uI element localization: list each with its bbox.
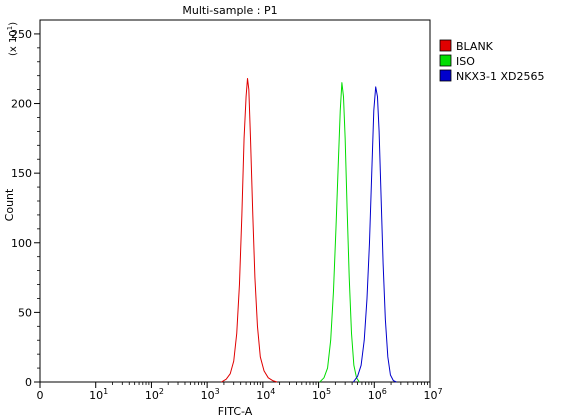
legend-swatch: [439, 69, 452, 82]
y-tick-label: 250: [11, 28, 32, 41]
svg-text:(x 101): (x 101): [6, 22, 19, 56]
y-multiplier-suffix: ): [8, 22, 19, 26]
legend-label: ISO: [456, 55, 475, 68]
y-tick-label: 50: [18, 306, 32, 319]
x-tick-label: 0: [37, 389, 44, 402]
plot-frame: [39, 19, 431, 383]
x-tick-label: 104: [256, 387, 275, 402]
series-line-blank: [221, 77, 278, 383]
x-tick-label: 102: [145, 387, 164, 402]
legend-label: BLANK: [456, 40, 494, 53]
y-multiplier-exponent: 1: [6, 26, 14, 30]
chart-title: Multi-sample : P1: [182, 4, 277, 17]
x-tick-label: 105: [312, 387, 331, 402]
legend: BLANK ISO NKX3-1 XD2565: [439, 39, 544, 83]
x-axis-label: FITC-A: [218, 405, 253, 418]
legend-swatch: [439, 39, 452, 52]
x-tick-label: 101: [89, 387, 108, 402]
series-line-iso: [319, 82, 360, 383]
series-line-nkx3-1-xd2565: [352, 86, 397, 383]
x-tick-label: 103: [201, 387, 220, 402]
legend-swatch: [439, 54, 452, 67]
axes: 0 101 102 103 104 105 106 107 0 50 100 150 200 250: [11, 19, 443, 402]
x-tick-label: 106: [368, 387, 387, 402]
y-tick-label: 100: [11, 237, 32, 250]
y-multiplier-prefix: (x 10: [8, 30, 19, 56]
x-tick-label: 107: [423, 387, 442, 402]
series-curves: [221, 77, 397, 383]
y-axis-label: Count: [3, 188, 16, 221]
y-tick-label: 200: [11, 98, 32, 111]
y-tick-label: 0: [25, 376, 32, 389]
y-tick-label: 150: [11, 167, 32, 180]
legend-label: NKX3-1 XD2565: [456, 70, 544, 83]
y-multiplier: (x 101): [6, 22, 19, 56]
